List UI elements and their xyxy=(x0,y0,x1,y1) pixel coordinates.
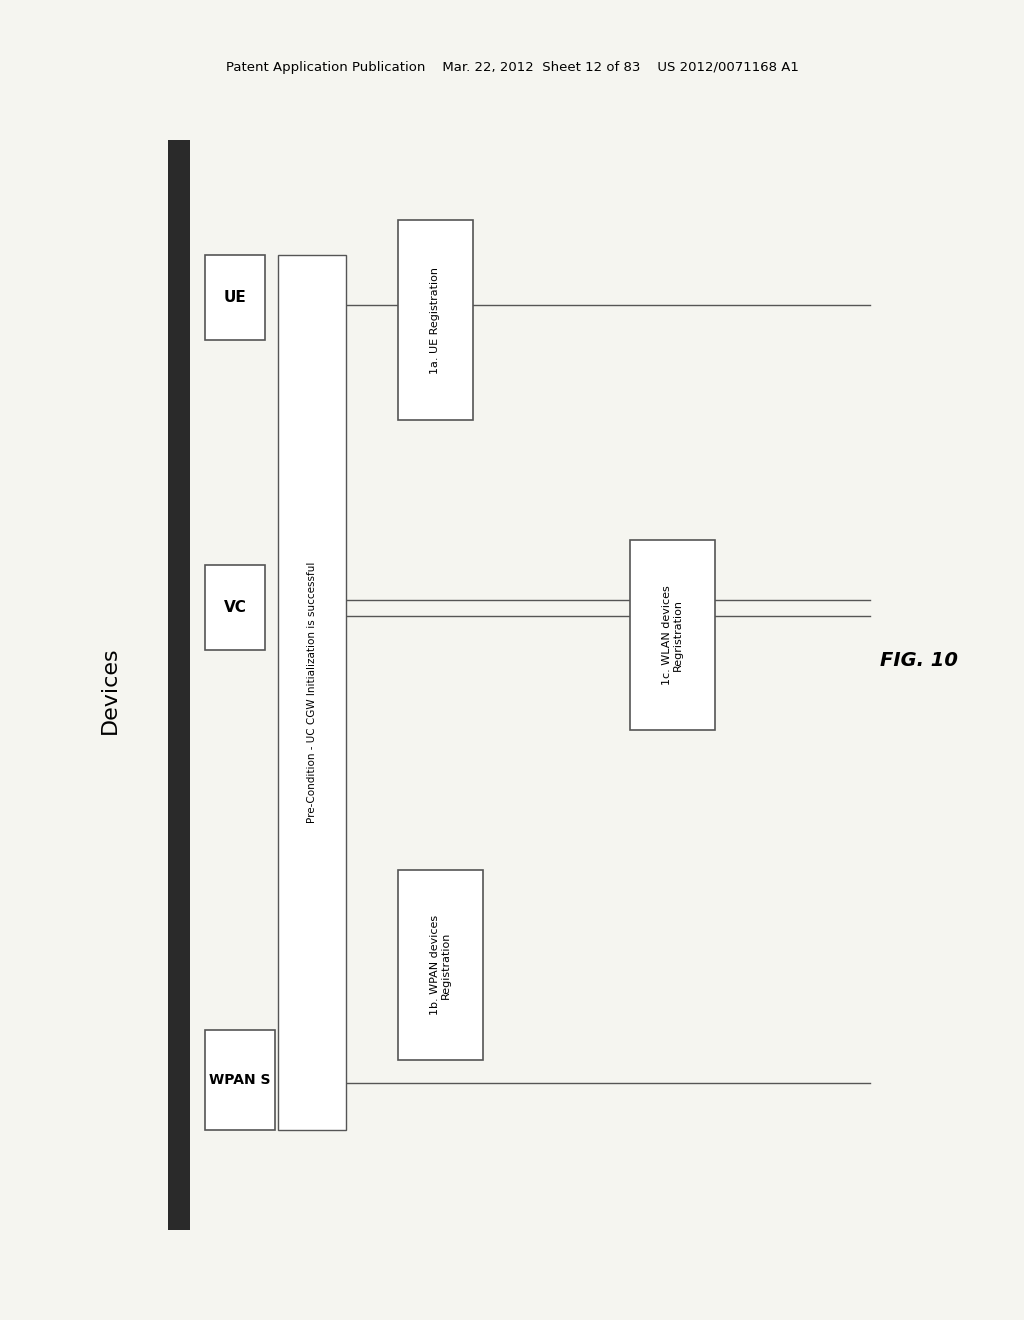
Text: UE: UE xyxy=(223,290,247,305)
Text: Pre-Condition - UC CGW Initialization is successful: Pre-Condition - UC CGW Initialization is… xyxy=(307,562,317,824)
Text: Devices: Devices xyxy=(100,647,120,734)
Bar xyxy=(205,255,265,341)
Bar xyxy=(205,565,265,649)
Bar xyxy=(205,1030,275,1130)
Text: 1a. UE Registration: 1a. UE Registration xyxy=(430,267,440,374)
Text: FIG. 10: FIG. 10 xyxy=(880,651,958,669)
Bar xyxy=(630,540,715,730)
Bar xyxy=(168,140,190,1230)
Text: Patent Application Publication    Mar. 22, 2012  Sheet 12 of 83    US 2012/00711: Patent Application Publication Mar. 22, … xyxy=(225,62,799,74)
Text: WPAN S: WPAN S xyxy=(209,1073,270,1086)
Text: 1b. WPAN devices
Registration: 1b. WPAN devices Registration xyxy=(430,915,452,1015)
Bar xyxy=(278,255,346,1130)
Text: 1c. WLAN devices
Regristration: 1c. WLAN devices Regristration xyxy=(662,585,683,685)
Bar xyxy=(398,220,473,420)
Bar xyxy=(398,870,483,1060)
Text: VC: VC xyxy=(223,601,247,615)
